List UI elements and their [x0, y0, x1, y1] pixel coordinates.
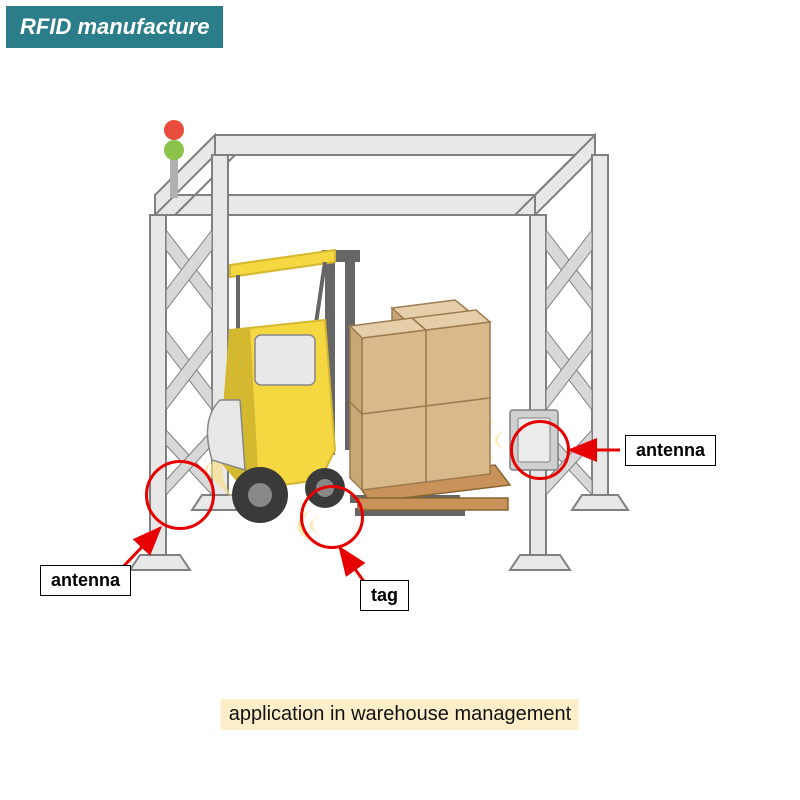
- callout-arrows: [0, 0, 800, 800]
- label-right-antenna: antenna: [625, 435, 716, 466]
- caption-text: application in warehouse management: [221, 699, 579, 730]
- label-left-antenna: antenna: [40, 565, 131, 596]
- label-tag: tag: [360, 580, 409, 611]
